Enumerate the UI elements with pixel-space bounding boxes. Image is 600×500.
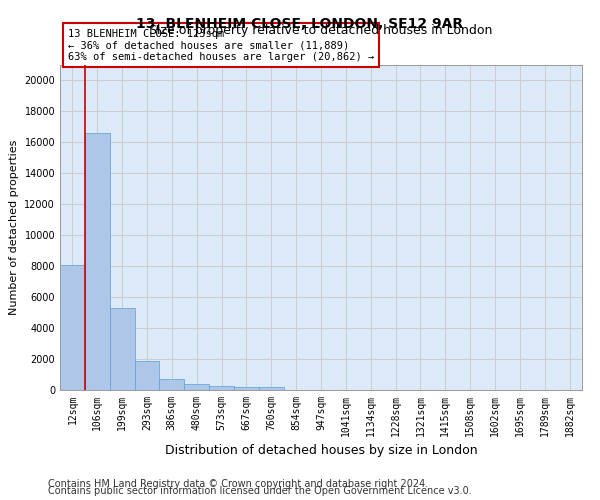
Text: Contains public sector information licensed under the Open Government Licence v3: Contains public sector information licen… [48, 486, 472, 496]
Bar [60, 264, 85, 390]
Bar [85, 133, 110, 390]
Bar [110, 308, 134, 390]
Bar [209, 386, 234, 390]
Title: Size of property relative to detached houses in London: Size of property relative to detached ho… [149, 24, 493, 38]
Text: Contains HM Land Registry data © Crown copyright and database right 2024.: Contains HM Land Registry data © Crown c… [48, 479, 428, 489]
Y-axis label: Number of detached properties: Number of detached properties [9, 140, 19, 315]
Bar [160, 379, 184, 390]
Text: 13 BLENHEIM CLOSE: 123sqm
← 36% of detached houses are smaller (11,889)
63% of s: 13 BLENHEIM CLOSE: 123sqm ← 36% of detac… [68, 28, 374, 62]
X-axis label: Distribution of detached houses by size in London: Distribution of detached houses by size … [164, 444, 478, 458]
Bar [134, 362, 160, 390]
Bar [234, 386, 259, 390]
Text: 13, BLENHEIM CLOSE, LONDON, SE12 9AR: 13, BLENHEIM CLOSE, LONDON, SE12 9AR [136, 18, 464, 32]
Bar [259, 387, 284, 390]
Bar [184, 384, 209, 390]
